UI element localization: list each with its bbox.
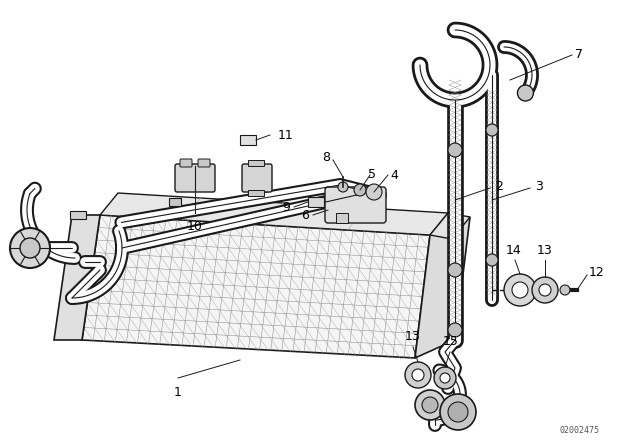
Circle shape [20, 238, 40, 258]
Bar [308, 197, 324, 207]
Bar [248, 190, 264, 196]
Circle shape [512, 282, 528, 298]
Text: 9: 9 [282, 201, 290, 214]
FancyBboxPatch shape [242, 164, 272, 192]
Circle shape [518, 85, 534, 101]
Circle shape [10, 228, 50, 268]
Bar [169, 198, 181, 206]
Circle shape [448, 323, 462, 337]
Polygon shape [54, 215, 100, 340]
Circle shape [440, 394, 476, 430]
Text: 8: 8 [322, 151, 330, 164]
Bar [336, 213, 348, 223]
Text: 10: 10 [187, 220, 203, 233]
Bar [70, 211, 86, 219]
Circle shape [448, 263, 462, 277]
Bar [240, 135, 256, 145]
Text: 3: 3 [535, 180, 543, 193]
FancyBboxPatch shape [175, 164, 215, 192]
Circle shape [422, 397, 438, 413]
Text: 1: 1 [174, 386, 182, 399]
FancyBboxPatch shape [198, 159, 210, 167]
Text: 5: 5 [368, 168, 376, 181]
Circle shape [486, 254, 498, 266]
FancyBboxPatch shape [180, 159, 192, 167]
Circle shape [354, 184, 366, 196]
Text: 6: 6 [301, 208, 309, 221]
Text: 02002475: 02002475 [560, 426, 600, 435]
Circle shape [448, 143, 462, 157]
Polygon shape [100, 193, 448, 235]
Text: 14: 14 [506, 244, 522, 257]
Circle shape [560, 285, 570, 295]
Text: 15: 15 [443, 335, 459, 348]
Text: 2: 2 [495, 180, 503, 193]
Circle shape [532, 277, 558, 303]
Polygon shape [82, 215, 430, 358]
Circle shape [539, 284, 551, 296]
FancyBboxPatch shape [325, 187, 386, 223]
Circle shape [412, 369, 424, 381]
Text: 12: 12 [589, 266, 605, 279]
Circle shape [434, 367, 456, 389]
Text: 4: 4 [390, 168, 398, 181]
Circle shape [440, 373, 450, 383]
Circle shape [338, 182, 348, 192]
Circle shape [415, 390, 445, 420]
Text: 11: 11 [278, 129, 294, 142]
Text: 7: 7 [575, 47, 583, 60]
Polygon shape [430, 213, 470, 239]
Circle shape [486, 124, 498, 136]
Circle shape [366, 184, 382, 200]
Text: 13: 13 [537, 244, 553, 257]
Polygon shape [415, 217, 470, 358]
Text: 13: 13 [405, 330, 421, 343]
Circle shape [448, 402, 468, 422]
Circle shape [405, 362, 431, 388]
Bar [248, 160, 264, 166]
Circle shape [504, 274, 536, 306]
